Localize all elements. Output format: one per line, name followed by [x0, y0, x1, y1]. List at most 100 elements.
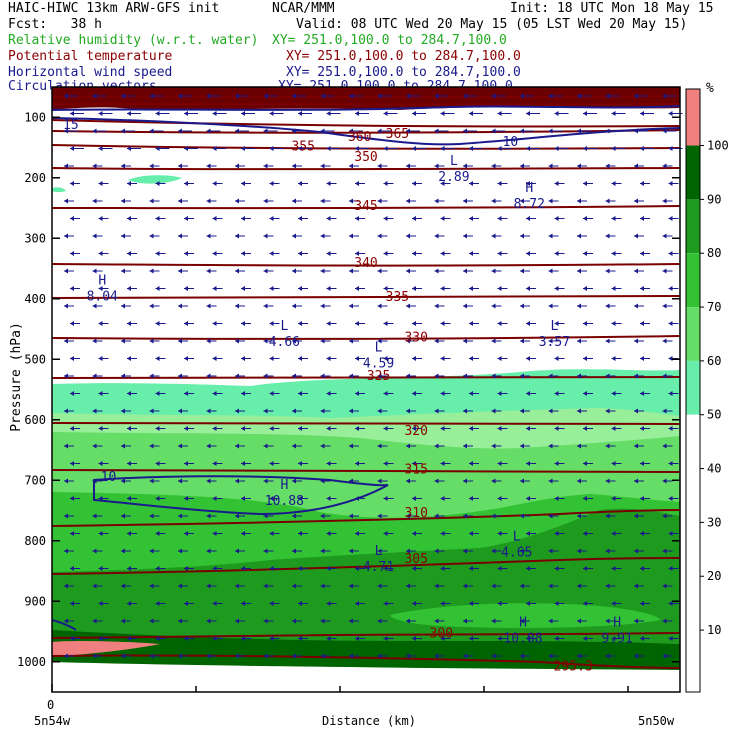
wind-vector-arrow — [497, 566, 508, 571]
wind-vector-arrow — [469, 111, 483, 116]
wind-vector-arrow — [434, 513, 445, 519]
wind-vector-arrow — [212, 496, 223, 501]
wind-vector-arrow — [127, 636, 137, 641]
wind-vector-arrow — [611, 636, 622, 641]
model-title: HAIC-HIWC 13km ARW-GFS init — [8, 1, 220, 16]
wind-vector-arrow — [577, 548, 587, 554]
wind-vector-arrow — [263, 268, 274, 274]
wind-vector-arrow — [206, 163, 217, 169]
wind-vector-arrow — [548, 583, 559, 589]
wind-vector-arrow — [377, 163, 388, 169]
wind-vector-arrow — [469, 426, 479, 431]
theta-contour-label: 310 — [404, 506, 427, 521]
wind-vector-arrow — [434, 653, 445, 659]
wind-vector-arrow — [668, 391, 679, 396]
wind-vector-arrow — [406, 338, 416, 344]
wind-vector-arrow — [497, 496, 508, 501]
wind-vector-arrow — [206, 338, 217, 344]
wind-vector-arrow — [349, 618, 359, 624]
wind-vector-arrow — [121, 583, 131, 589]
wind-vector-arrow — [463, 478, 473, 484]
wind-vector-arrow — [406, 478, 416, 484]
wind-vector-arrow — [577, 513, 587, 519]
wind-vector-arrow — [206, 408, 217, 414]
wind-vector-arrow — [178, 618, 188, 624]
wind-vector-arrow — [434, 163, 445, 169]
y-tick-label: 700 — [24, 473, 46, 487]
wind-vector-arrow — [212, 216, 223, 221]
wind-vector-arrow — [668, 566, 679, 571]
wind-vector-arrow — [640, 566, 650, 571]
wind-vector-arrow — [583, 566, 593, 571]
wind-vector-arrow — [263, 653, 274, 659]
wind-vector-arrow — [184, 181, 194, 186]
wind-vector-arrow — [611, 356, 622, 361]
wind-vector-arrow — [326, 601, 337, 606]
wind-vector-arrow — [383, 531, 394, 536]
wind-vector-arrow — [377, 198, 388, 204]
wind-contour-label: 10 — [101, 470, 117, 485]
wind-vector-arrow — [326, 636, 337, 641]
wind-vector-arrow — [127, 356, 137, 361]
wind-vector-arrow — [326, 321, 337, 326]
field-rh-name: Relative humidity (w.r.t. water) — [8, 33, 259, 48]
wind-vector-arrow — [577, 338, 587, 344]
wind-vector-arrow — [320, 513, 331, 519]
wind-vector-arrow — [149, 408, 160, 414]
wind-vector-arrow — [463, 408, 473, 414]
wind-vector-arrow — [349, 653, 359, 659]
wind-vector-arrow — [149, 513, 160, 519]
wind-vector-arrow — [605, 583, 616, 589]
wind-vector-arrow — [377, 408, 388, 414]
wind-vector-arrow — [383, 636, 394, 641]
extremum-value: 8.04 — [87, 290, 118, 305]
wind-vector-arrow — [184, 321, 194, 326]
wind-vector-arrow — [605, 198, 616, 204]
wind-vector-arrow — [497, 391, 508, 396]
wind-vector-arrow — [263, 408, 274, 414]
wind-vector-arrow — [149, 303, 160, 309]
wind-vector-arrow — [611, 251, 622, 256]
wind-vector-arrow — [149, 93, 164, 99]
wind-vector-arrow — [412, 146, 426, 151]
wind-vector-arrow — [434, 93, 449, 99]
wind-vector-arrow — [235, 583, 245, 589]
wind-vector-arrow — [212, 356, 223, 361]
wind-vector-arrow — [497, 251, 508, 256]
wind-vector-arrow — [235, 128, 249, 134]
wind-vector-arrow — [469, 321, 479, 326]
colorbar-label: 90 — [707, 192, 721, 206]
wind-vector-arrow — [412, 111, 426, 116]
wind-vector-arrow — [98, 531, 109, 536]
wind-vector-arrow — [611, 146, 626, 151]
wind-vector-arrow — [469, 461, 479, 466]
wind-vector-arrow — [298, 286, 308, 291]
wind-vector-arrow — [463, 583, 473, 589]
wind-vector-arrow — [206, 128, 221, 134]
wind-vector-arrow — [548, 408, 559, 414]
wind-vector-arrow — [554, 636, 565, 641]
y-tick-label: 600 — [24, 413, 46, 427]
wind-vector-arrow — [668, 636, 679, 641]
wind-vector-arrow — [292, 373, 302, 379]
wind-vector-arrow — [634, 513, 644, 519]
wind-vector-arrow — [320, 408, 331, 414]
wind-vector-arrow — [235, 373, 245, 379]
wind-vector-arrow — [206, 478, 217, 484]
wind-vector-arrow — [212, 181, 223, 186]
wind-vector-arrow — [121, 268, 131, 274]
wind-vector-arrow — [383, 356, 394, 361]
wind-vector-arrow — [121, 233, 131, 239]
wind-vector-arrow — [178, 93, 192, 99]
wind-vector-arrow — [326, 286, 337, 291]
wind-vector-arrow — [241, 566, 251, 571]
wind-vector-arrow — [263, 303, 274, 309]
wind-vector-arrow — [412, 216, 422, 221]
wind-vector-arrow — [611, 496, 622, 501]
theta-contour-label: 335 — [386, 290, 409, 305]
wind-vector-arrow — [184, 146, 198, 151]
wind-vector-arrow — [212, 321, 223, 326]
wind-vector-arrow — [178, 548, 188, 554]
wind-vector-arrow — [577, 128, 591, 134]
y-tick-label: 1000 — [17, 655, 46, 669]
